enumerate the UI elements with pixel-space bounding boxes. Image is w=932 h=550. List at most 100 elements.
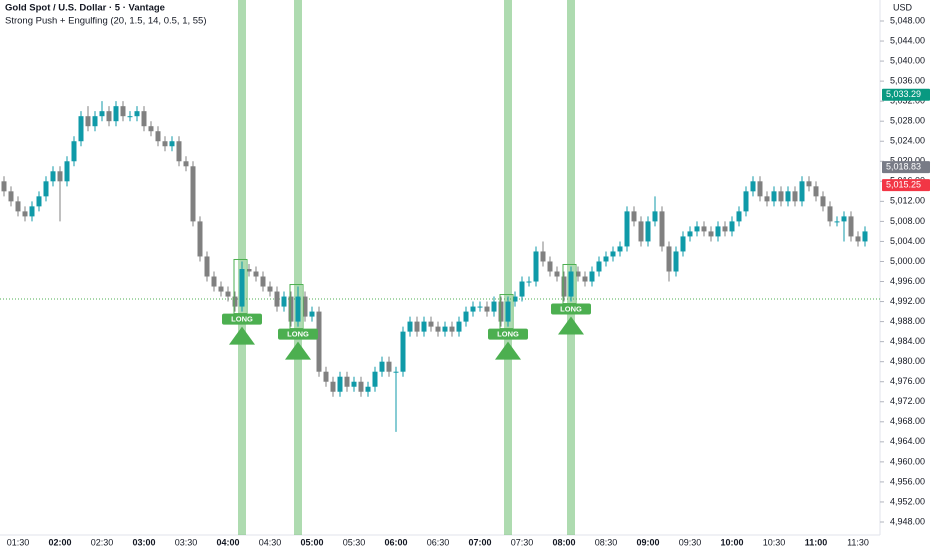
price-tag (882, 161, 930, 174)
signal-label-box (488, 328, 528, 340)
candle-body (316, 311, 322, 372)
candle-body (15, 201, 21, 212)
candle-body (267, 286, 273, 292)
indicator-label: Strong Push + Engulfing (20, 1.5, 14, 0.… (5, 16, 206, 27)
y-tick-label: 5,048.00 (890, 15, 925, 25)
candle-body (673, 251, 679, 272)
candle-body (701, 226, 707, 232)
price-tag (882, 179, 930, 192)
signal-band (504, 0, 512, 535)
candle-body (575, 271, 581, 277)
candle-body (834, 221, 840, 223)
signal-label: LONG (497, 330, 519, 339)
candle-body (722, 226, 728, 232)
signal-label-box (222, 313, 262, 325)
candle-body (470, 306, 476, 312)
candle-body (92, 116, 98, 127)
candle-body (78, 116, 84, 142)
signal-label-box (551, 303, 591, 315)
candle-body (554, 271, 560, 277)
candle-body (421, 321, 427, 332)
candle-body (85, 116, 91, 127)
candle-body (512, 296, 518, 302)
x-tick-label: 02:30 (91, 537, 114, 547)
candle-body (218, 286, 224, 292)
candle-body (155, 131, 161, 142)
candle-body (246, 268, 252, 272)
candle-body (428, 321, 434, 327)
x-tick-label: 04:00 (216, 537, 239, 547)
candle-body (736, 211, 742, 222)
candle-body (190, 166, 196, 222)
candle-body (260, 276, 266, 287)
candle-body (414, 321, 420, 332)
candle-body (239, 268, 245, 307)
y-tick-label: 4,968.00 (890, 416, 925, 426)
candle-body (519, 281, 525, 297)
candle-body (778, 191, 784, 202)
candle-body (848, 216, 854, 237)
candle-body (344, 376, 350, 387)
candle-body (351, 381, 357, 387)
candle-body (505, 301, 511, 322)
signal-label: LONG (560, 305, 582, 314)
candle-body (358, 381, 364, 392)
y-tick-label: 5,012.00 (890, 196, 925, 206)
candle-body (813, 186, 819, 197)
x-tick-label: 04:30 (259, 537, 282, 547)
candle-body (274, 291, 280, 307)
candle-body (29, 206, 35, 217)
x-tick-label: 11:00 (805, 537, 828, 547)
candle-body (8, 191, 14, 202)
candle-body (288, 296, 294, 322)
candle-body (134, 111, 140, 117)
candle-body (22, 211, 28, 217)
y-tick-label: 4,952.00 (890, 496, 925, 506)
candle-body (526, 281, 532, 283)
candle-body (302, 296, 308, 317)
candle-body (666, 246, 672, 272)
currency: USD (893, 2, 913, 12)
candle-body (596, 261, 602, 272)
candle-body (141, 111, 147, 127)
x-tick-label: 09:30 (679, 537, 702, 547)
candle-body (855, 236, 861, 242)
y-tick-label: 4,964.00 (890, 436, 925, 446)
x-tick-label: 06:30 (427, 537, 450, 547)
candle-body (43, 181, 49, 197)
y-tick-label: 4,996.00 (890, 276, 925, 286)
candle-body (162, 141, 168, 147)
candle-body (113, 106, 119, 122)
x-tick-label: 07:00 (468, 537, 491, 547)
candle-body (330, 381, 336, 392)
y-tick-label: 5,036.00 (890, 75, 925, 85)
candle-body (323, 371, 329, 382)
signal-label-box (278, 328, 318, 340)
candle-body (372, 371, 378, 387)
candle-body (71, 141, 77, 162)
candle-body (57, 171, 63, 182)
x-tick-label: 07:30 (511, 537, 534, 547)
candle-body (659, 211, 665, 247)
signal-band (294, 0, 302, 535)
candle-body (309, 311, 315, 317)
y-tick-label: 5,028.00 (890, 116, 925, 126)
candle-body (540, 251, 546, 262)
x-tick-label: 01:30 (7, 537, 30, 547)
price-tag-label: 5,033.29 (886, 89, 921, 99)
candle-body (568, 271, 574, 297)
signal-arrow (285, 341, 311, 360)
x-tick-label: 03:00 (132, 537, 155, 547)
candle-body (36, 196, 42, 207)
x-tick-label: 05:00 (300, 537, 323, 547)
candle-body (99, 111, 105, 117)
candle-body (204, 256, 210, 277)
x-tick-label: 03:30 (175, 537, 198, 547)
price-tag-label: 5,015.25 (886, 179, 921, 189)
candle-body (232, 296, 238, 307)
candle-body (750, 181, 756, 192)
candle-body (792, 191, 798, 202)
candle-body (148, 126, 154, 132)
candle-body (337, 376, 343, 392)
candle-body (365, 386, 371, 392)
